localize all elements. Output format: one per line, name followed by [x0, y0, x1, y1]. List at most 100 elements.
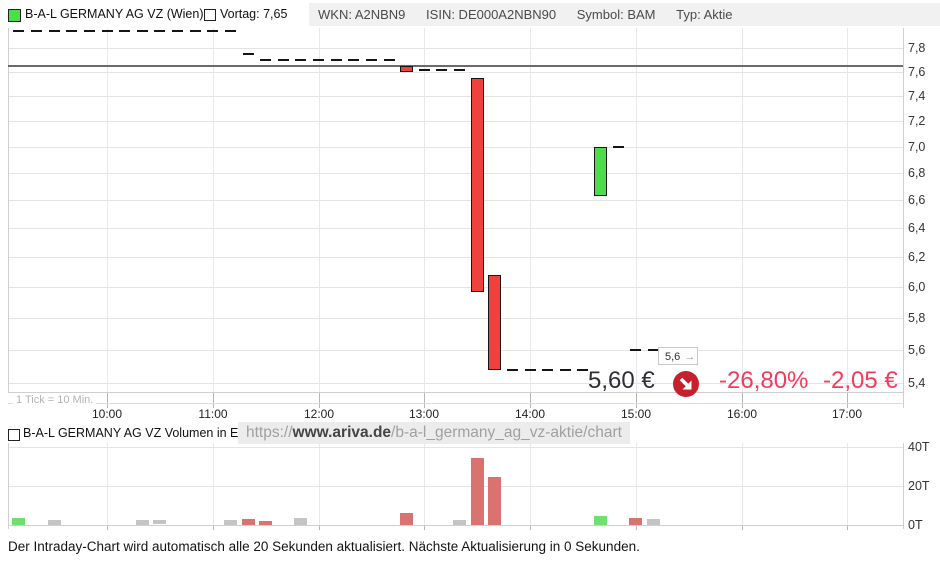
- instrument-meta-strip: WKN: A2NBN9 ISIN: DE000A2NBN90 Symbol: B…: [309, 3, 940, 26]
- last-price-marker-value: 5,6: [665, 351, 681, 363]
- volume-hour-gridline: [742, 443, 743, 525]
- price-axis-label: 6,0: [908, 280, 926, 294]
- volume-bar-neutral: [294, 518, 307, 525]
- price-tick-dash: [49, 30, 60, 32]
- trend-down-icon: [673, 371, 699, 397]
- meta-symbol: Symbol: BAM: [576, 7, 656, 22]
- price-tick-dash: [84, 30, 95, 32]
- price-gridline: [8, 96, 903, 97]
- meta-isin: ISIN: DE000A2NBN90: [426, 7, 557, 22]
- price-tick-dash: [278, 59, 289, 61]
- volume-axis-label: 20T: [908, 479, 930, 493]
- price-axis-label: 7,0: [908, 140, 926, 154]
- price-axis-label: 5,4: [908, 376, 926, 390]
- volume-x-tick: [319, 525, 320, 530]
- price-plot-left-border: [8, 28, 9, 392]
- price-tick-dash: [577, 369, 588, 371]
- previous-close-line: [8, 65, 903, 67]
- price-axis-label: 6,6: [908, 193, 926, 207]
- x-axis-tick: [107, 392, 108, 408]
- volume-bar-up: [12, 518, 25, 525]
- price-axis-label: 6,2: [908, 250, 926, 264]
- volume-hour-gridline: [213, 443, 214, 525]
- x-axis-tick: [742, 392, 743, 408]
- x-axis-tick: [636, 392, 637, 408]
- trend-down-arrow-icon: [679, 377, 692, 390]
- hour-gridline: [636, 28, 637, 392]
- price-tick-dash: [102, 30, 113, 32]
- price-tick-dash: [154, 30, 165, 32]
- volume-bar-neutral: [224, 520, 237, 525]
- watermark-path: /b-a-l_germany_ag_vz-aktie/chart: [391, 424, 622, 441]
- x-axis-tick: [530, 392, 531, 408]
- price-tick-dash: [137, 30, 148, 32]
- x-axis-tick: [213, 392, 214, 408]
- price-axis-label: 5,6: [908, 343, 926, 357]
- volume-bar-neutral: [453, 520, 466, 525]
- vortag-checkbox-icon[interactable]: [204, 9, 216, 21]
- hour-gridline: [530, 28, 531, 392]
- volume-bar-neutral: [136, 520, 149, 525]
- watermark-protocol: https://: [246, 424, 293, 441]
- price-tick-dash: [419, 69, 430, 71]
- volume-hour-gridline: [530, 443, 531, 525]
- x-axis-label: 16:00: [726, 407, 758, 421]
- price-plot-area[interactable]: [8, 28, 903, 392]
- price-tick-dash: [119, 30, 130, 32]
- price-tick-dash: [13, 30, 24, 32]
- price-gridline: [8, 200, 903, 201]
- price-gridline: [8, 350, 903, 351]
- candle-down: [488, 275, 501, 370]
- price-axis-label: 5,8: [908, 311, 926, 325]
- price-axis-baseline: [8, 403, 903, 404]
- price-tick-dash: [542, 369, 553, 371]
- hour-gridline: [847, 28, 848, 392]
- price-tick-dash: [384, 59, 395, 61]
- volume-hour-gridline: [319, 443, 320, 525]
- change-absolute: -2,05 €: [823, 367, 898, 394]
- series-checkbox-icon[interactable]: [8, 9, 21, 22]
- price-tick-dash: [295, 59, 306, 61]
- volume-bar-down: [259, 521, 272, 525]
- price-axis-label: 6,4: [908, 221, 926, 235]
- marker-arrow-icon: →: [684, 351, 696, 363]
- candle-down: [400, 66, 413, 72]
- volume-x-tick: [742, 525, 743, 530]
- x-axis-label: 13:00: [408, 407, 440, 421]
- volume-plot-area[interactable]: [8, 443, 903, 525]
- volume-bar-down: [629, 518, 642, 525]
- volume-gridline: [8, 486, 903, 487]
- price-plot-right-border: [903, 28, 904, 408]
- volume-checkbox-icon[interactable]: [8, 429, 20, 441]
- meta-typ: Typ: Aktie: [676, 7, 733, 22]
- vortag-legend-label: Vortag: 7,65: [220, 7, 288, 21]
- volume-hour-gridline: [107, 443, 108, 525]
- meta-wkn: WKN: A2NBN9: [318, 7, 406, 22]
- volume-bar-neutral: [647, 519, 660, 525]
- volume-bar-up: [594, 516, 607, 525]
- refresh-status-text: Der Intraday-Chart wird automatisch alle…: [8, 539, 640, 554]
- x-axis-label: 10:00: [91, 407, 123, 421]
- volume-hour-gridline: [424, 443, 425, 525]
- volume-x-tick: [213, 525, 214, 530]
- price-tick-dash: [454, 69, 465, 71]
- price-tick-dash: [630, 349, 641, 351]
- price-tick-dash: [613, 146, 624, 148]
- price-tick-dash: [348, 59, 359, 61]
- volume-axis-label: 40T: [908, 440, 930, 454]
- change-percent: -26,80%: [719, 367, 809, 394]
- price-tick-dash: [207, 30, 218, 32]
- watermark-domain: www.ariva.de: [292, 424, 392, 441]
- volume-hour-gridline: [847, 443, 848, 525]
- price-tick-dash: [66, 30, 77, 32]
- volume-bar-neutral: [48, 520, 61, 525]
- price-gridline: [8, 72, 903, 73]
- x-axis-label: 11:00: [198, 407, 228, 421]
- hour-gridline: [742, 28, 743, 392]
- volume-bar-down: [488, 477, 501, 525]
- candle-down: [471, 78, 484, 292]
- price-tick-dash: [31, 30, 42, 32]
- price-gridline: [8, 173, 903, 174]
- volume-x-tick: [636, 525, 637, 530]
